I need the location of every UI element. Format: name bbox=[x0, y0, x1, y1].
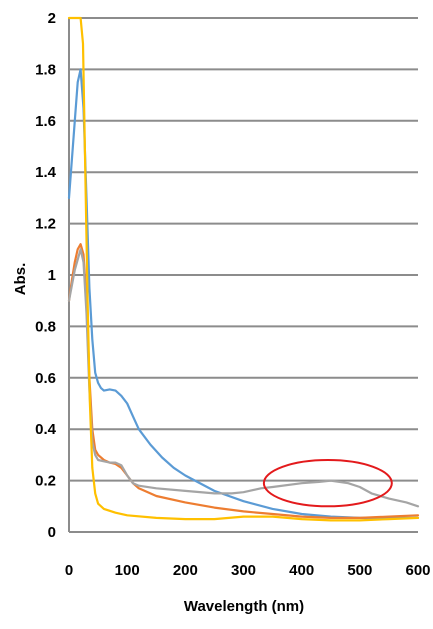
y-tick-label: 1.4 bbox=[35, 164, 57, 181]
x-tick-label: 200 bbox=[173, 562, 198, 579]
y-tick-label: 0.6 bbox=[35, 370, 56, 387]
y-tick-label: 1.8 bbox=[35, 61, 56, 78]
y-tick-label: 1.6 bbox=[35, 113, 56, 130]
y-tick-label: 0 bbox=[48, 524, 56, 541]
x-tick-label: 500 bbox=[347, 562, 372, 579]
y-tick-label: 1 bbox=[48, 267, 56, 284]
y-tick-label: 2 bbox=[48, 10, 56, 27]
x-tick-labels: 0 100 200 300 400 500 600 bbox=[65, 562, 431, 579]
x-tick-label: 400 bbox=[289, 562, 314, 579]
x-axis-title: Wavelength (nm) bbox=[184, 598, 304, 615]
y-tick-label: 1.2 bbox=[35, 216, 56, 233]
series-line-4 bbox=[67, 16, 420, 522]
gridlines bbox=[68, 17, 418, 533]
series-line-2 bbox=[67, 243, 420, 519]
x-tick-label: 100 bbox=[115, 562, 140, 579]
y-tick-label: 0.8 bbox=[35, 318, 56, 335]
x-tick-label: 0 bbox=[65, 562, 73, 579]
x-tick-label: 300 bbox=[231, 562, 256, 579]
y-tick-labels: 0 0.2 0.4 0.6 0.8 1 1.2 1.4 1.6 1.8 2 bbox=[35, 10, 57, 541]
annotations-group bbox=[262, 459, 393, 508]
series-group bbox=[67, 16, 420, 522]
y-tick-label: 0.2 bbox=[35, 473, 56, 490]
highlight-ellipse bbox=[262, 459, 393, 508]
series-line-1 bbox=[67, 68, 420, 519]
y-tick-label: 0.4 bbox=[35, 421, 57, 438]
y-axis-title: Abs. bbox=[12, 263, 29, 296]
x-tick-label: 600 bbox=[405, 562, 430, 579]
